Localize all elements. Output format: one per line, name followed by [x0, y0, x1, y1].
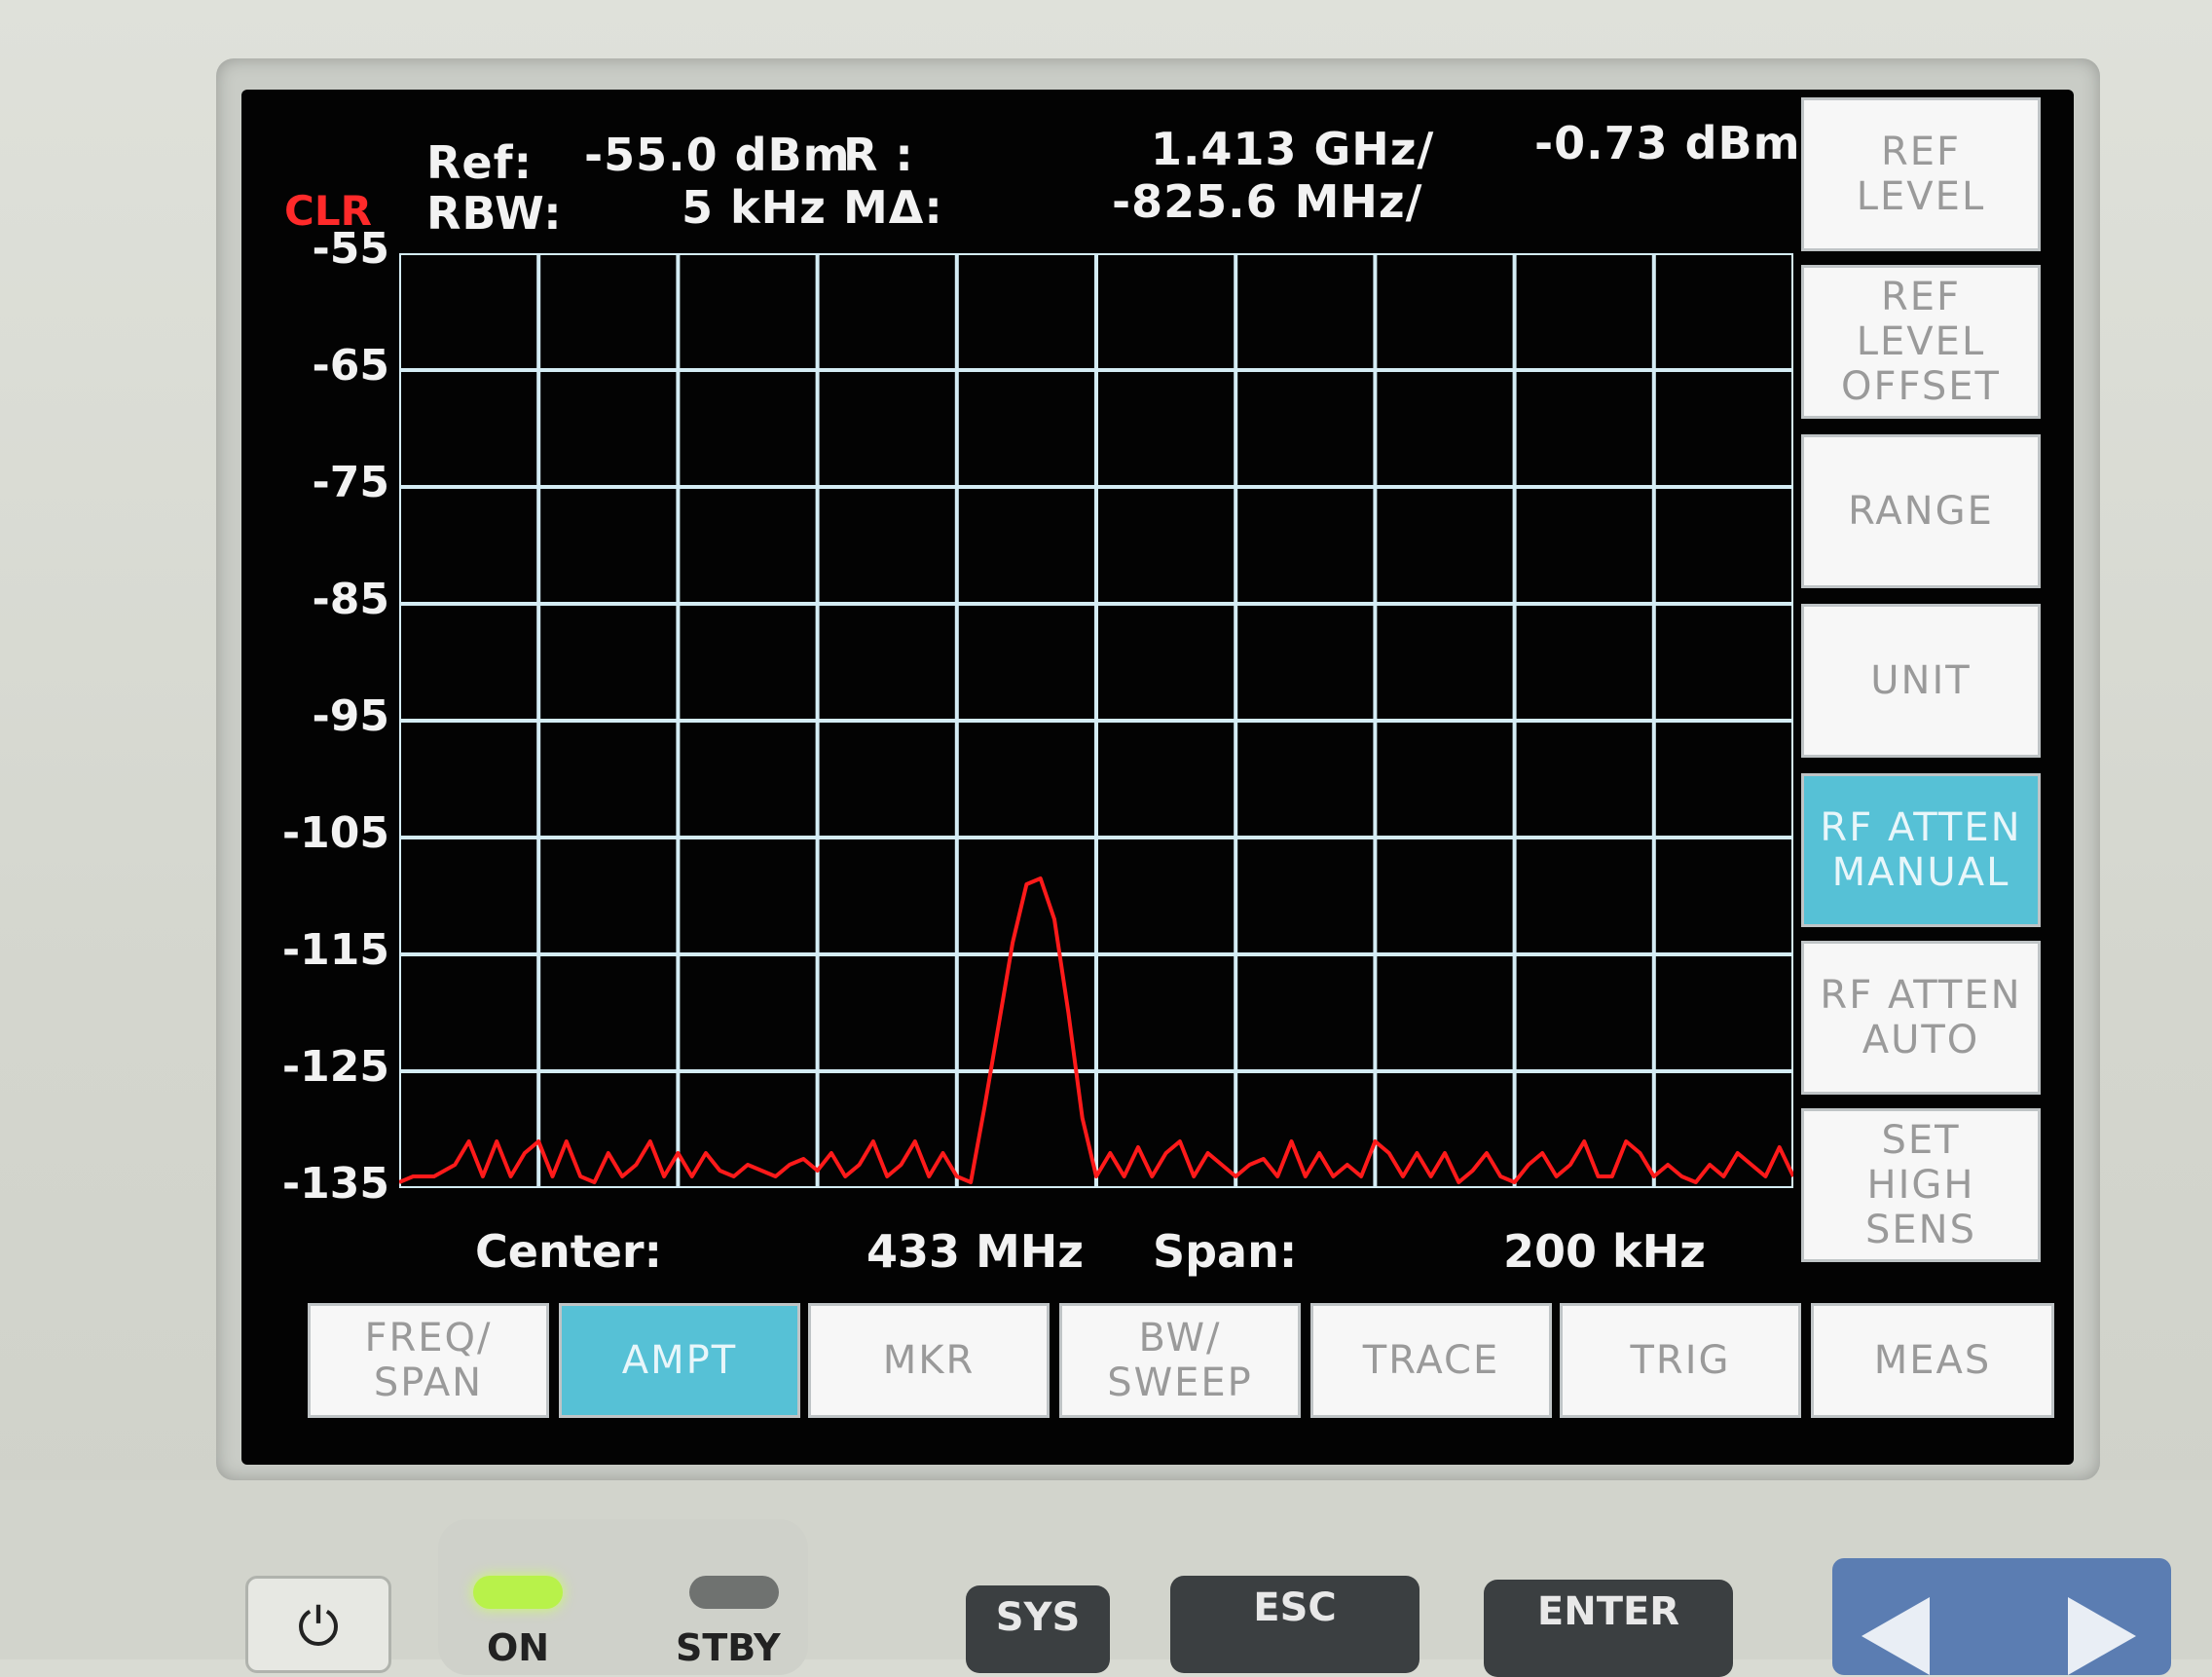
softkey-7[interactable]: SET HIGH SENS — [1801, 1108, 2041, 1262]
y-tick-label: -125 — [281, 1042, 389, 1092]
clr-indicator: CLR — [284, 187, 372, 235]
enter-button[interactable]: ENTER — [1484, 1580, 1733, 1677]
center-value: 433 MHz — [866, 1225, 1085, 1278]
y-tick-label: -85 — [312, 575, 390, 624]
y-tick-label: -65 — [312, 341, 390, 391]
softkey-5[interactable]: RF ATTEN MANUAL — [1801, 773, 2041, 927]
stby-led — [689, 1576, 779, 1609]
r-freq: 1.413 GHz/ — [1151, 123, 1435, 175]
on-label: ON — [487, 1626, 550, 1669]
power-icon: ⏻ — [297, 1596, 340, 1658]
y-tick-label: -115 — [281, 925, 389, 975]
spectrum-trace — [399, 876, 1793, 1184]
spectrum-plot — [399, 253, 1793, 1188]
spectrum-chart — [399, 253, 1793, 1188]
menu-tab-2[interactable]: AMPT — [559, 1303, 800, 1418]
menu-tab-6[interactable]: TRIG — [1560, 1303, 1801, 1418]
power-button[interactable]: ⏻ — [245, 1576, 391, 1673]
menu-tab-1[interactable]: FREQ/ SPAN — [308, 1303, 549, 1418]
mdelta-label: MΔ: — [843, 181, 943, 234]
y-tick-label: -135 — [281, 1159, 389, 1209]
softkey-4[interactable]: UNIT — [1801, 604, 2041, 758]
menu-tab-5[interactable]: TRACE — [1310, 1303, 1552, 1418]
r-label: R : — [843, 129, 914, 181]
span-value: 200 kHz — [1503, 1225, 1706, 1278]
ref-label: Ref: — [426, 136, 534, 189]
right-arrow-icon[interactable] — [2068, 1597, 2136, 1675]
rbw-label: RBW: — [426, 187, 563, 240]
y-tick-label: -95 — [312, 691, 390, 741]
mdelta-freq: -825.6 MHz/ — [1112, 175, 1423, 228]
display-screen — [241, 90, 2074, 1465]
menu-tab-4[interactable]: BW/ SWEEP — [1059, 1303, 1301, 1418]
menu-tab-3[interactable]: MKR — [808, 1303, 1050, 1418]
span-label: Span: — [1153, 1225, 1298, 1278]
softkey-3[interactable]: RANGE — [1801, 434, 2041, 588]
sys-button[interactable]: SYS — [966, 1585, 1110, 1673]
softkey-1[interactable]: REF LEVEL — [1801, 97, 2041, 251]
y-tick-label: -75 — [312, 458, 390, 507]
y-tick-label: -105 — [281, 808, 389, 858]
esc-button[interactable]: ESC — [1170, 1576, 1419, 1673]
softkey-6[interactable]: RF ATTEN AUTO — [1801, 941, 2041, 1095]
y-tick-label: -55 — [312, 224, 390, 274]
menu-tab-7[interactable]: MEAS — [1811, 1303, 2054, 1418]
on-led — [473, 1576, 563, 1609]
rbw-value: 5 kHz — [682, 181, 827, 234]
left-arrow-icon[interactable] — [1862, 1597, 1930, 1675]
center-label: Center: — [475, 1225, 662, 1278]
r-level: -0.73 dBm — [1534, 117, 1801, 169]
stby-label: STBY — [676, 1626, 781, 1669]
softkey-2[interactable]: REF LEVEL OFFSET — [1801, 265, 2041, 419]
ref-value: -55.0 dBm — [584, 129, 851, 181]
